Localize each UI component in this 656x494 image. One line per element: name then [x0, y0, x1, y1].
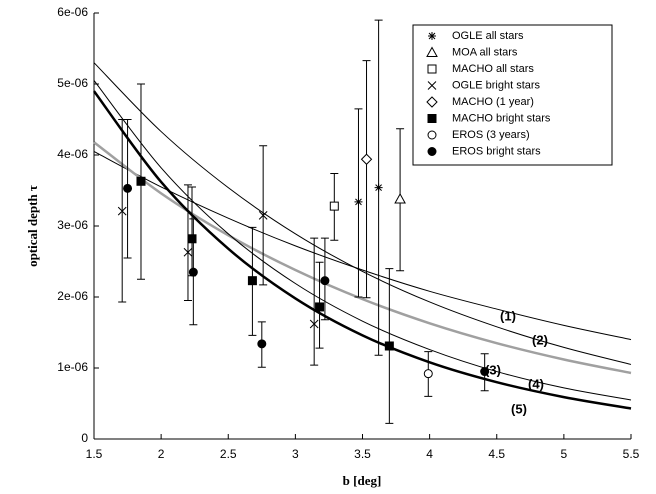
legend-marker: [427, 64, 437, 74]
marker: [136, 176, 146, 186]
marker: [257, 339, 267, 349]
legend-label: EROS (3 years): [452, 129, 530, 141]
marker: [320, 276, 330, 286]
model-curve: [92, 90, 632, 410]
legend-label: OGLE all stars: [452, 30, 524, 42]
legend-label: OGLE bright stars: [452, 79, 541, 91]
marker: [117, 206, 127, 216]
marker: [354, 197, 363, 206]
model-curve: [93, 80, 632, 401]
y-tick-label: 2e-06: [57, 289, 88, 303]
legend-marker: [427, 81, 437, 90]
x-tick-label: 2: [158, 447, 165, 461]
legend-marker: [426, 96, 438, 108]
marker: [309, 319, 319, 329]
x-tick-label: 2.5: [220, 447, 237, 461]
x-tick-label: 5.5: [623, 447, 640, 461]
error-bar: [310, 237, 319, 366]
legend-marker: [428, 32, 436, 40]
marker: [384, 341, 394, 351]
y-axis-label: optical depth τ: [25, 185, 40, 267]
y-tick-label: 1e-06: [57, 360, 88, 374]
model-curve: [93, 151, 632, 341]
y-tick-label: 0: [81, 431, 88, 445]
marker: [188, 267, 198, 277]
x-tick-label: 5: [561, 447, 568, 461]
x-tick-label: 4: [426, 447, 433, 461]
legend-marker: [427, 114, 437, 123]
x-tick-label: 3.5: [354, 447, 371, 461]
y-tick-label: 4e-06: [57, 147, 88, 161]
legend-label: MACHO (1 year): [452, 96, 534, 108]
x-axis-label: b [deg]: [343, 473, 382, 488]
marker: [315, 302, 325, 312]
y-tick-label: 6e-06: [57, 5, 88, 19]
curve-label: (5): [511, 401, 527, 416]
x-tick-label: 1.5: [86, 447, 103, 461]
x-tick-label: 3: [292, 447, 299, 461]
curve-label: (2): [532, 332, 548, 347]
legend-marker: [426, 46, 438, 57]
curve-label: (3): [485, 362, 501, 377]
marker: [374, 183, 383, 192]
marker: [183, 247, 193, 257]
legend-marker: [427, 147, 437, 156]
error-bar: [362, 60, 371, 299]
legend-label: EROS bright stars: [452, 145, 541, 157]
marker: [394, 192, 406, 204]
legend-label: MACHO bright stars: [452, 112, 551, 124]
y-tick-label: 3e-06: [57, 218, 88, 232]
x-tick-label: 4.5: [488, 447, 505, 461]
marker: [423, 369, 433, 379]
legend-box: [412, 24, 613, 166]
legend-label: MOA all stars: [452, 46, 518, 58]
curve-label: (1): [500, 308, 516, 323]
marker: [258, 210, 268, 220]
y-tick-label: 5e-06: [57, 76, 88, 90]
marker: [480, 367, 490, 377]
curve-label: (4): [528, 376, 544, 391]
legend-marker: [427, 130, 437, 140]
legend-label: MACHO all stars: [452, 63, 534, 75]
marker: [247, 276, 257, 286]
marker: [123, 183, 133, 193]
marker: [329, 201, 339, 211]
marker: [360, 153, 373, 165]
model-curve: [93, 141, 632, 375]
marker: [187, 234, 197, 244]
